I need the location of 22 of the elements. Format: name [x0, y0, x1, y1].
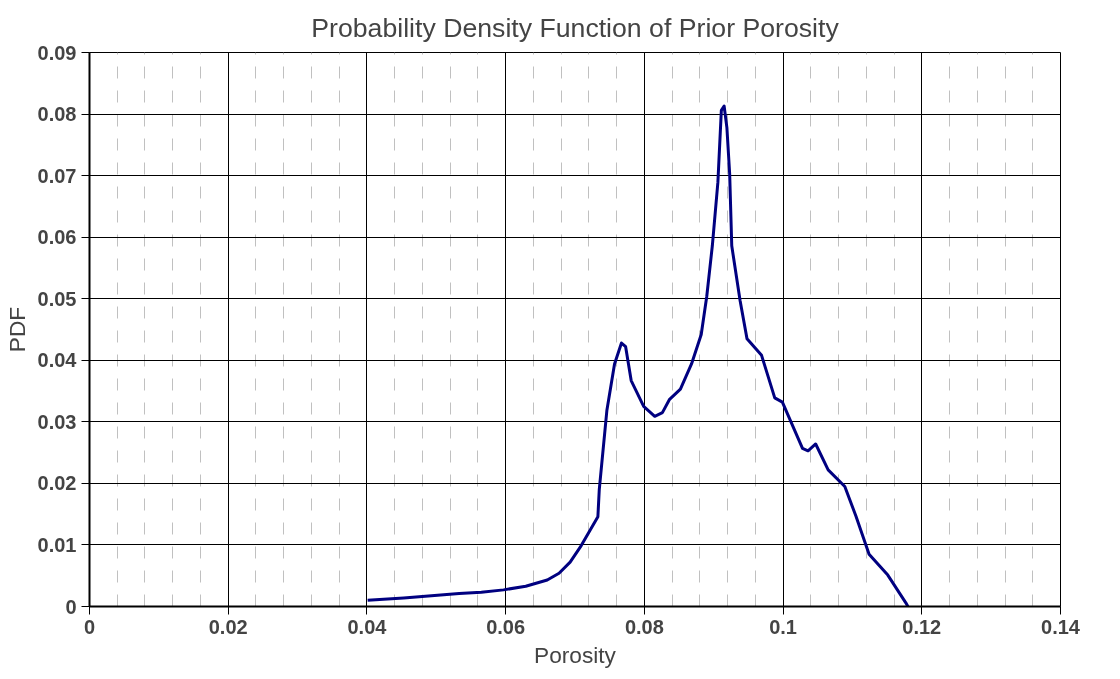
y-tick-label: 0.07: [37, 164, 77, 187]
y-tick-label: 0.08: [37, 103, 77, 126]
y-tick-label: 0.05: [37, 287, 77, 310]
line-series: [366, 104, 910, 607]
y-tick-label: 0.06: [37, 226, 77, 249]
y-tick-label: 0.02: [37, 472, 77, 495]
x-tick-label: 0: [83, 615, 96, 638]
y-tick-label: 0.01: [37, 533, 77, 556]
x-tick-label: 0.14: [1041, 615, 1081, 638]
y-tick-label: 0.04: [37, 349, 78, 372]
y-tick-label: 0.03: [37, 410, 77, 433]
x-tick-label: 0.02: [208, 615, 248, 638]
y-tick-label: 0.09: [37, 41, 77, 64]
y-tick-label: 0: [65, 595, 77, 618]
y-axis-title: PDF: [3, 306, 30, 353]
x-tick-label: 0.06: [486, 615, 526, 638]
x-tick-label: 0.12: [902, 615, 942, 638]
x-tick-label: 0.08: [624, 615, 664, 638]
chart-title: Probability Density Function of Prior Porosity: [311, 12, 840, 43]
x-tick-label: 0.1: [769, 615, 797, 638]
x-axis-title: Porosity: [534, 641, 617, 668]
x-tick-label: 0.04: [347, 615, 388, 638]
